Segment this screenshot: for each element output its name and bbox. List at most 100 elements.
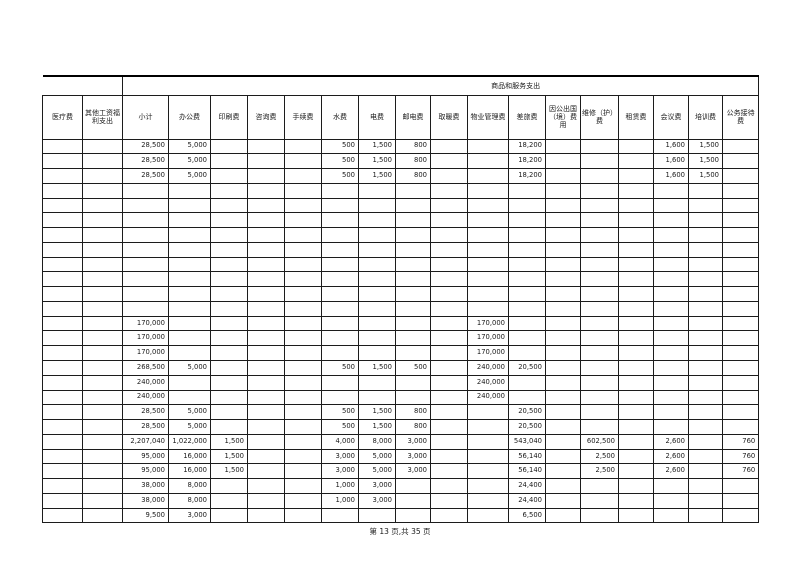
table-cell [618, 330, 654, 347]
table-cell [430, 330, 468, 347]
table-cell: 1,500 [210, 463, 248, 480]
table-cell [210, 478, 248, 494]
table-cell [210, 168, 248, 184]
table-row [42, 212, 760, 229]
table-cell [545, 345, 581, 361]
table-cell [284, 315, 322, 332]
table-cell: 170,000 [467, 330, 509, 347]
table-cell [545, 300, 581, 317]
table-cell: 800 [395, 419, 431, 435]
table-cell [210, 212, 248, 229]
table-cell [688, 404, 723, 421]
table-cell [508, 389, 546, 406]
column-header: 取暖费 [430, 94, 468, 140]
table-cell: 1,500 [358, 404, 396, 421]
table-cell [467, 271, 509, 288]
table-cell [42, 153, 83, 170]
table-cell: 5,000 [168, 419, 211, 435]
table-cell [247, 315, 285, 332]
table-cell [358, 271, 396, 288]
table-cell: 28,500 [122, 404, 169, 421]
table-cell [545, 359, 581, 376]
table-cell [210, 153, 248, 170]
table-cell [508, 345, 546, 361]
table-cell [284, 507, 322, 524]
table-row: 95,000 16,000 1,500 3,000 5,000 3,000 56,140 2,… [42, 463, 760, 480]
table-row: 28,500 5,000 500 1,500 800 18,200 1,600 1,500 [42, 168, 760, 184]
table-cell [358, 241, 396, 258]
table-row: 95,000 16,000 1,500 3,000 5,000 3,000 56,140 2,… [42, 448, 760, 465]
table-cell [688, 256, 723, 273]
table-cell: 800 [395, 153, 431, 170]
table-cell [618, 315, 654, 332]
table-cell: 1,500 [210, 448, 248, 465]
table-cell [168, 197, 211, 214]
table-cell [82, 478, 123, 494]
table-cell [247, 286, 285, 302]
table-cell [321, 271, 359, 288]
table-cell [82, 168, 123, 184]
table-cell [721, 197, 760, 214]
column-header: 医疗费 [42, 94, 83, 140]
table-cell [358, 507, 396, 524]
table-cell: 170,000 [122, 345, 169, 361]
table-cell [508, 197, 546, 214]
table-cell [653, 330, 689, 347]
table-cell [430, 374, 468, 391]
table-cell [321, 507, 359, 524]
table-cell [42, 330, 83, 347]
table-cell [545, 241, 581, 258]
table-cell [688, 212, 723, 229]
table-cell [82, 212, 123, 229]
table-cell [580, 153, 619, 170]
table-cell: 5,000 [168, 153, 211, 170]
table-cell [467, 256, 509, 273]
table-cell [284, 168, 322, 184]
table-cell [618, 227, 654, 243]
table-cell: 500 [321, 153, 359, 170]
table-cell [42, 507, 83, 524]
table-cell [247, 463, 285, 480]
table-cell [82, 507, 123, 524]
table-cell: 2,500 [580, 463, 619, 480]
table-cell [430, 241, 468, 258]
table-row: 28,500 5,000 500 1,500 800 18,200 1,600 1,500 [42, 153, 760, 170]
table-cell [545, 256, 581, 273]
table-cell: 18,200 [508, 168, 546, 184]
table-cell [395, 212, 431, 229]
table-cell [688, 330, 723, 347]
table-cell [653, 478, 689, 494]
table-cell [508, 227, 546, 243]
table-row: 28,500 5,000 500 1,500 800 20,500 [42, 404, 760, 421]
table-cell [467, 227, 509, 243]
table-cell [467, 182, 509, 199]
table-cell: 38,000 [122, 492, 169, 509]
table-cell: 28,500 [122, 168, 169, 184]
table-cell: 1,500 [688, 168, 723, 184]
table-cell [168, 256, 211, 273]
table-cell [618, 153, 654, 170]
table-cell [508, 330, 546, 347]
table-cell [284, 153, 322, 170]
table-cell [430, 404, 468, 421]
table-cell: 760 [721, 433, 760, 450]
table-row: 28,500 5,000 500 1,500 800 18,200 1,600 1,500 [42, 138, 760, 155]
table-cell [122, 286, 169, 302]
table-cell [210, 138, 248, 155]
table-cell: 240,000 [467, 374, 509, 391]
table-cell [430, 182, 468, 199]
table-cell [42, 182, 83, 199]
table-cell [545, 419, 581, 435]
table-cell: 1,500 [358, 153, 396, 170]
table-cell [284, 404, 322, 421]
table-cell [580, 478, 619, 494]
table-cell: 3,000 [395, 463, 431, 480]
table-row [42, 241, 760, 258]
table-cell [580, 197, 619, 214]
group-header-spacer [42, 75, 123, 95]
column-header: 维修（护）费 [580, 94, 619, 140]
table-cell: 56,140 [508, 448, 546, 465]
column-header: 小计 [122, 94, 169, 140]
table-cell [122, 212, 169, 229]
table-cell [42, 478, 83, 494]
